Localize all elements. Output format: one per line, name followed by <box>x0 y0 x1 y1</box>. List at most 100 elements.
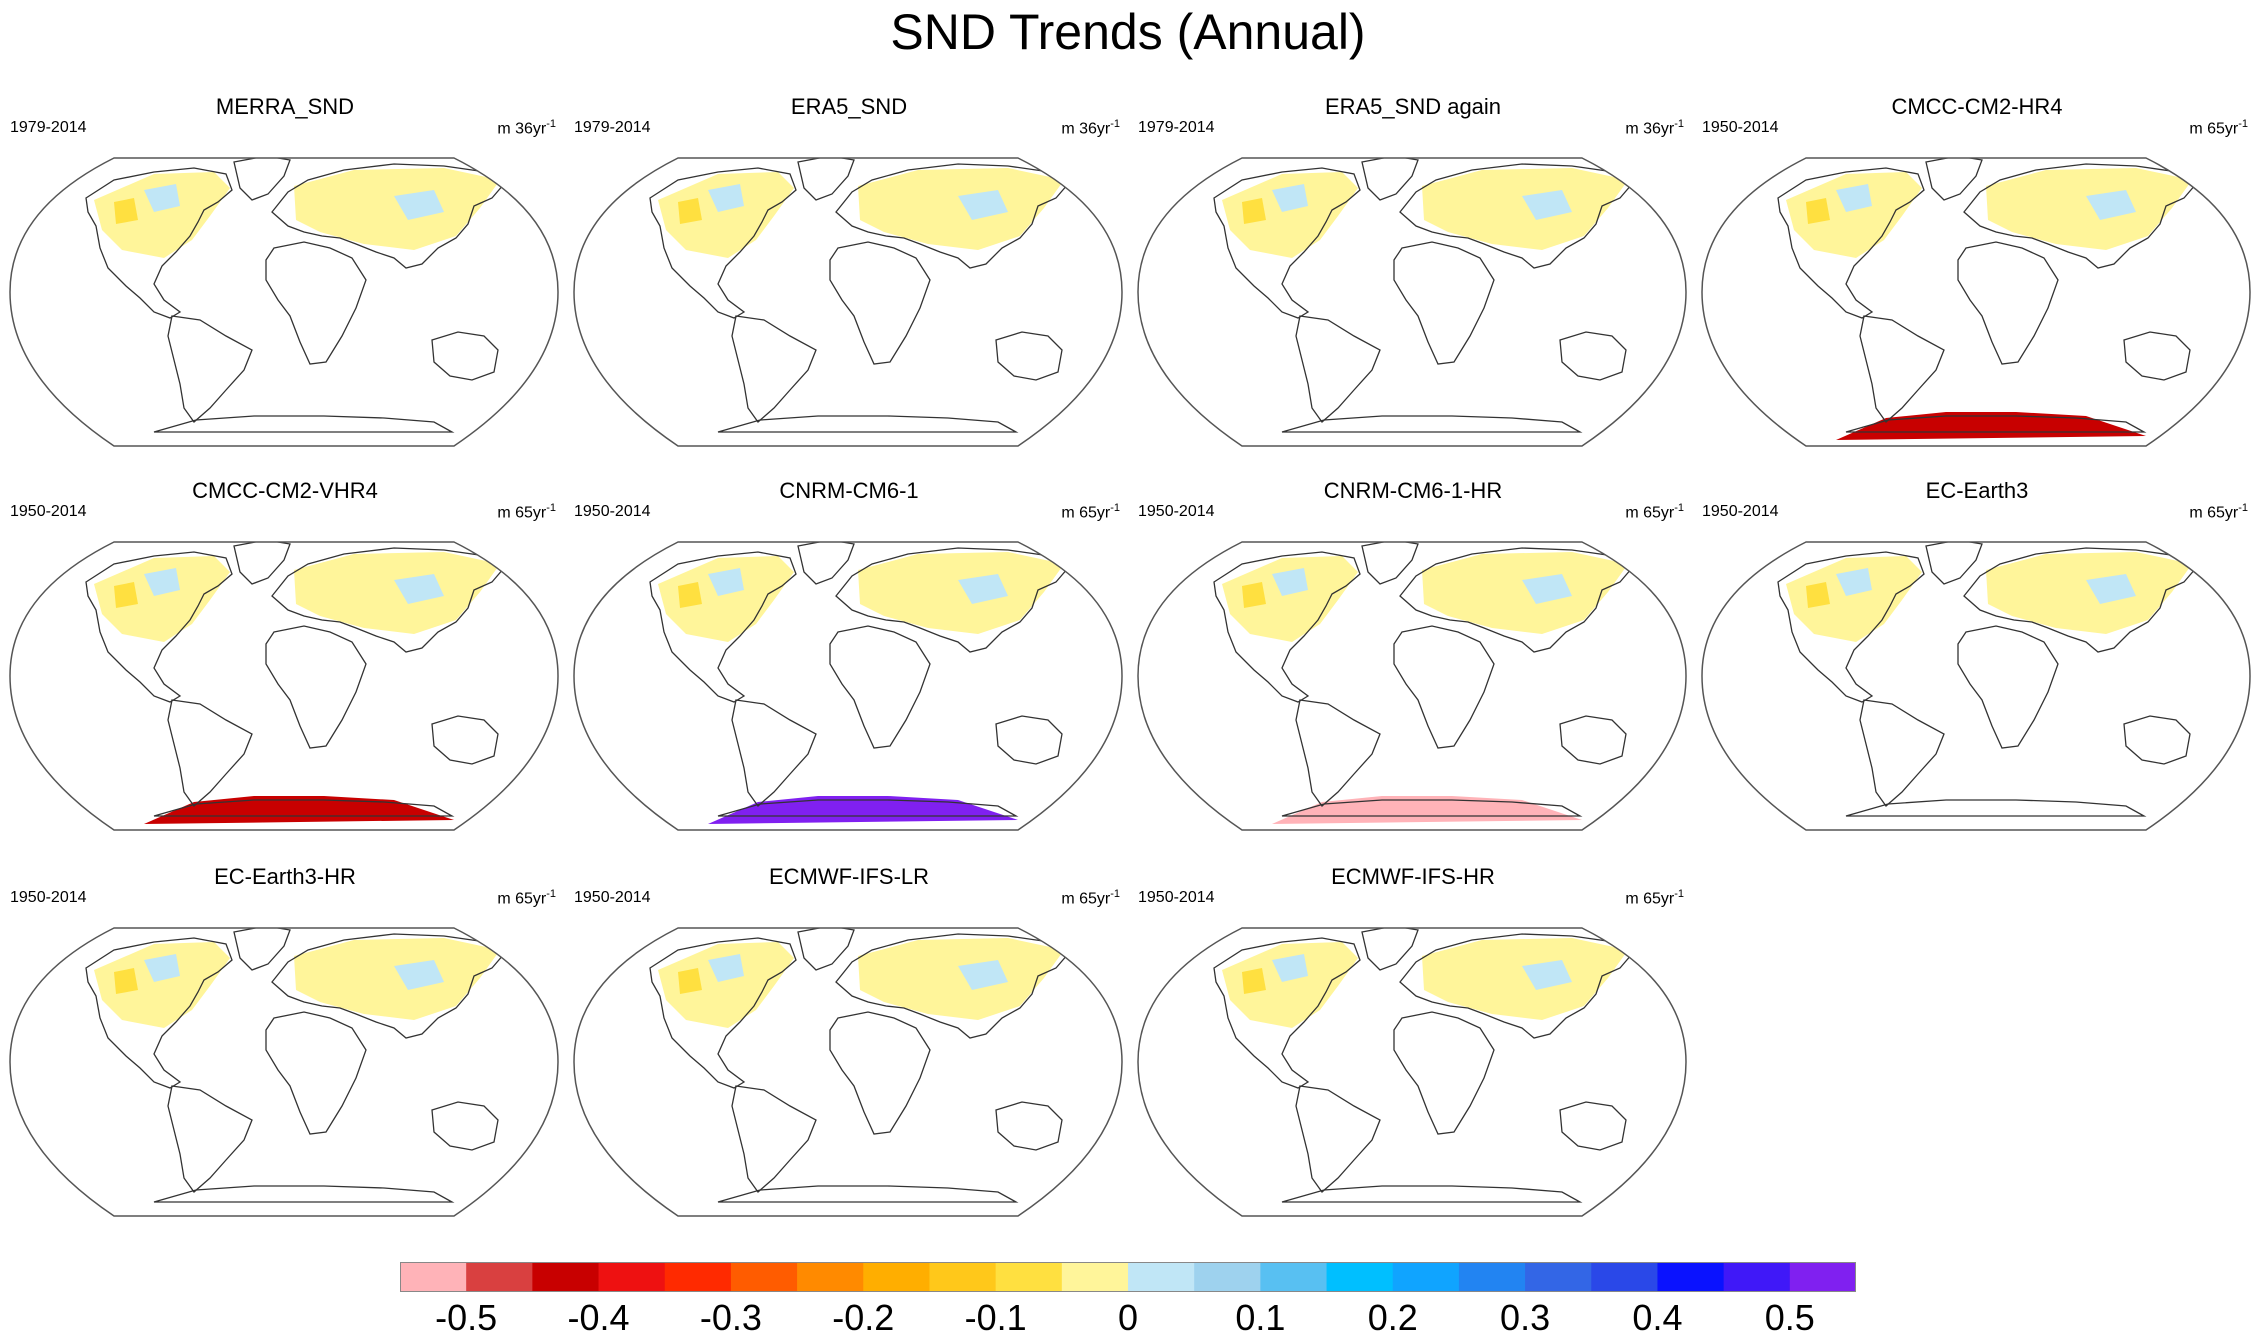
panel-title: ERA5_SND again <box>1324 94 1502 119</box>
map-frame <box>573 157 1123 447</box>
world-map <box>1701 157 2251 447</box>
map-panel: EC-Earth3 1950-2014 m 65yr-1 <box>1696 476 2256 861</box>
trend-patch-blue <box>394 190 444 220</box>
coastline-aus <box>995 1101 1063 1151</box>
trend-patch-blue <box>708 184 744 212</box>
trend-field-eurasia <box>1986 168 2192 250</box>
coastline-greenland <box>1361 542 1419 585</box>
coastline-eura <box>1963 547 2197 653</box>
panel-units: m 65yr-1 <box>2189 114 2248 139</box>
colorbar-swatch <box>1789 1262 1856 1292</box>
colorbar-swatch <box>863 1262 930 1292</box>
colorbar-swatch <box>1458 1262 1526 1292</box>
trend-patch-yellow <box>114 582 138 608</box>
coastline-sam <box>1859 315 1945 423</box>
trend-patch-blue <box>958 574 1008 604</box>
coastline-nam <box>1777 167 1925 319</box>
coastline-eura <box>835 163 1069 269</box>
coastline-greenland <box>1361 928 1419 971</box>
trend-patch-yellow <box>1242 582 1266 608</box>
units-base: m 65yr <box>1061 504 1111 522</box>
panel-title: ERA5_SND <box>790 94 908 119</box>
panel-units: m 65yr-1 <box>497 884 556 909</box>
coastline-nam <box>649 167 797 319</box>
trend-field-eurasia <box>1422 938 1628 1020</box>
units-exponent: -1 <box>546 118 556 130</box>
trend-patch-blue <box>958 960 1008 990</box>
coastline-afr <box>1393 1011 1495 1135</box>
coastline-aus <box>1559 1101 1627 1151</box>
colorbar-swatch <box>1128 1262 1195 1292</box>
panel-title: ECMWF-IFS-LR <box>768 864 930 889</box>
colorbar-swatch <box>598 1262 666 1292</box>
world-map <box>573 157 1123 447</box>
coastline-eura <box>835 933 1069 1039</box>
trend-field-eurasia <box>294 938 500 1020</box>
coastline-ant <box>153 799 455 817</box>
coastline-eura <box>271 163 505 269</box>
coastline-afr <box>265 241 367 365</box>
colorbar-swatch <box>1657 1262 1725 1292</box>
trend-patch-blue <box>1272 184 1308 212</box>
map-frame <box>1137 927 1687 1217</box>
coastline-ant <box>153 1185 455 1203</box>
trend-patch-blue <box>144 184 180 212</box>
colorbar-swatch <box>995 1262 1063 1292</box>
trend-patch-yellow <box>1806 582 1830 608</box>
coastline-aus <box>995 331 1063 381</box>
coastline-aus <box>431 715 499 765</box>
coastline-nam <box>1213 937 1361 1089</box>
colorbar-swatch <box>1326 1262 1394 1292</box>
panel-units: m 36yr-1 <box>1625 114 1684 139</box>
units-exponent: -1 <box>1110 502 1120 514</box>
coastline-greenland <box>1361 158 1419 201</box>
coastline-ant <box>717 1185 1019 1203</box>
colorbar-swatch <box>730 1262 798 1292</box>
panel-title: MERRA_SND <box>215 94 355 119</box>
colorbar-tick-label: -0.3 <box>699 1297 762 1338</box>
map-panel: CNRM-CM6-1 1950-2014 m 65yr-1 <box>568 476 1130 861</box>
world-map <box>1137 541 1687 831</box>
panel-period: 1979-2014 <box>10 119 87 136</box>
colorbar-tick-label: 0.5 <box>1764 1297 1815 1338</box>
coastline-afr <box>829 1011 931 1135</box>
trend-patch-blue <box>1836 568 1872 596</box>
trend-field-north-america <box>1222 172 1358 258</box>
colorbar-tick-label: 0.2 <box>1367 1297 1418 1338</box>
trend-patch-blue <box>144 954 180 982</box>
trend-field-north-america <box>94 942 230 1028</box>
coastline-eura <box>271 547 505 653</box>
trend-patch-blue <box>2086 574 2136 604</box>
colorbar-swatch <box>1525 1262 1592 1292</box>
panel-units: m 65yr-1 <box>1061 884 1120 909</box>
coastline-greenland <box>797 542 855 585</box>
coastline-nam <box>85 167 233 319</box>
coastline-ant <box>1845 415 2147 433</box>
trend-field-north-america <box>94 172 230 258</box>
units-exponent: -1 <box>1674 118 1684 130</box>
world-map <box>573 541 1123 831</box>
coastline-afr <box>829 625 931 749</box>
trend-patch-blue <box>958 190 1008 220</box>
colorbar-swatch <box>929 1262 997 1292</box>
panel-title: CMCC-CM2-HR4 <box>1891 94 2063 119</box>
coastline-eura <box>1399 547 1633 653</box>
trend-patch-blue <box>2086 190 2136 220</box>
colorbar-swatch <box>400 1262 467 1292</box>
coastline-afr <box>1957 625 2059 749</box>
colorbar-swatch <box>1392 1262 1460 1292</box>
map-frame <box>9 541 559 831</box>
coastline-sam <box>167 1085 253 1193</box>
coastline-ant <box>153 415 455 433</box>
trend-field-eurasia <box>1422 552 1628 634</box>
colorbar-swatch <box>797 1262 864 1292</box>
trend-field-north-america <box>1222 942 1358 1028</box>
panel-title: CNRM-CM6-1 <box>779 478 919 503</box>
colorbar-swatch <box>664 1262 732 1292</box>
trend-field-antarctica <box>708 796 1018 824</box>
colorbar-swatch <box>466 1262 533 1292</box>
world-map <box>9 157 559 447</box>
map-panel: CMCC-CM2-VHR4 1950-2014 m 65yr-1 <box>4 476 566 861</box>
units-base: m 65yr <box>497 504 547 522</box>
trend-field-antarctica <box>144 796 454 824</box>
